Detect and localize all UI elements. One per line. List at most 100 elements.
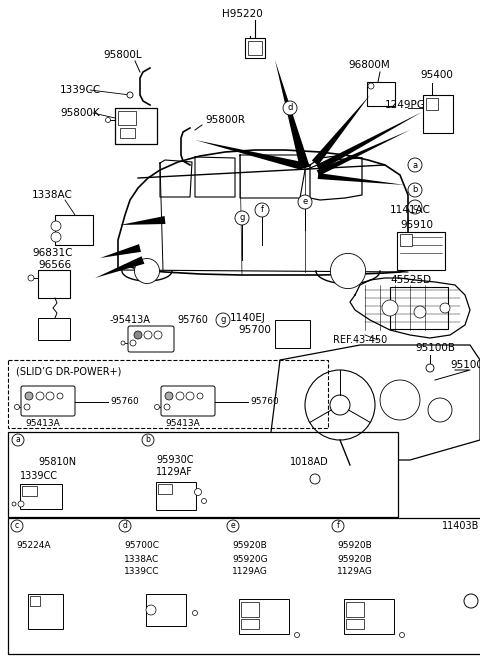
Bar [8,518,480,654]
Bar [120,128,135,138]
Circle shape [155,405,159,409]
Bar [38,318,70,340]
Bar [423,95,453,133]
Circle shape [28,275,34,281]
Circle shape [310,474,320,484]
Text: 95760: 95760 [177,315,208,325]
Text: f: f [336,522,339,531]
Bar [344,599,394,634]
Text: 1129AF: 1129AF [156,467,193,477]
Polygon shape [195,140,303,170]
Circle shape [121,341,125,345]
Circle shape [202,499,206,504]
Circle shape [46,392,54,400]
Text: 1338AC: 1338AC [32,190,73,200]
Text: e: e [231,522,235,531]
Bar [400,234,412,246]
FancyBboxPatch shape [128,326,174,352]
Bar [118,111,136,125]
Circle shape [216,313,230,327]
Text: 1140EJ: 1140EJ [230,313,266,323]
Circle shape [165,392,173,400]
Circle shape [235,211,249,225]
Text: 1339CC: 1339CC [124,567,159,577]
Text: b: b [412,186,418,194]
Text: 95930C: 95930C [156,455,193,465]
Circle shape [382,300,398,316]
Bar [239,599,289,634]
Polygon shape [312,95,370,165]
Bar [346,619,364,629]
Circle shape [12,434,24,446]
Text: e: e [302,197,308,207]
Text: 95760: 95760 [110,398,139,407]
Bar [38,270,70,298]
Circle shape [51,221,61,231]
Circle shape [414,306,426,318]
Text: c: c [413,203,417,211]
Text: 1338AC: 1338AC [124,554,159,564]
Text: 95760: 95760 [250,398,279,407]
Circle shape [24,404,30,410]
Text: 95910: 95910 [400,220,433,230]
Text: H95220: H95220 [222,9,263,19]
Polygon shape [100,244,141,258]
Bar [241,602,259,617]
Bar [146,594,186,626]
Text: 95700C: 95700C [124,541,159,550]
Text: 95920B: 95920B [232,541,267,550]
Circle shape [146,605,156,615]
Circle shape [18,501,24,507]
Bar [55,215,93,245]
Polygon shape [318,173,405,185]
Bar [8,360,328,428]
Text: 95100B: 95100B [415,343,455,353]
Bar [275,320,310,348]
Circle shape [194,489,202,495]
Circle shape [127,92,133,98]
Polygon shape [275,60,310,169]
Text: 95413A: 95413A [25,419,60,428]
Bar [245,38,265,58]
Text: (SLID’G DR-POWER+): (SLID’G DR-POWER+) [16,367,121,377]
Bar [22,486,37,496]
Circle shape [426,364,434,372]
Text: 1129AG: 1129AG [337,567,373,577]
Circle shape [255,203,269,217]
Text: a: a [16,436,20,445]
Circle shape [144,331,152,339]
Text: c: c [15,522,19,531]
Text: 95810N: 95810N [38,457,76,467]
Circle shape [106,117,110,123]
Text: 95800R: 95800R [205,115,245,125]
Text: 1339CC: 1339CC [20,471,58,481]
Text: d: d [288,104,293,112]
Text: 1141AC: 1141AC [390,205,431,215]
Text: 96566: 96566 [38,260,71,270]
Text: 45525D: 45525D [390,275,431,285]
Circle shape [192,611,197,615]
Bar [156,482,196,510]
Circle shape [119,520,131,532]
Text: 95920B: 95920B [337,541,372,550]
Circle shape [186,392,194,400]
Circle shape [332,520,344,532]
Text: f: f [261,205,264,215]
Circle shape [440,303,450,313]
Text: 95920G: 95920G [232,554,268,564]
Bar [8,432,398,517]
Circle shape [464,594,478,608]
Circle shape [25,392,33,400]
Bar [248,41,262,55]
Circle shape [408,183,422,197]
Circle shape [11,520,23,532]
Text: b: b [145,436,150,445]
Bar [158,484,172,494]
Circle shape [12,502,16,506]
Circle shape [408,200,422,214]
Text: 11403B: 11403B [442,521,480,531]
Circle shape [368,83,374,89]
Bar [20,484,62,509]
Circle shape [134,258,159,283]
Text: g: g [220,316,226,325]
